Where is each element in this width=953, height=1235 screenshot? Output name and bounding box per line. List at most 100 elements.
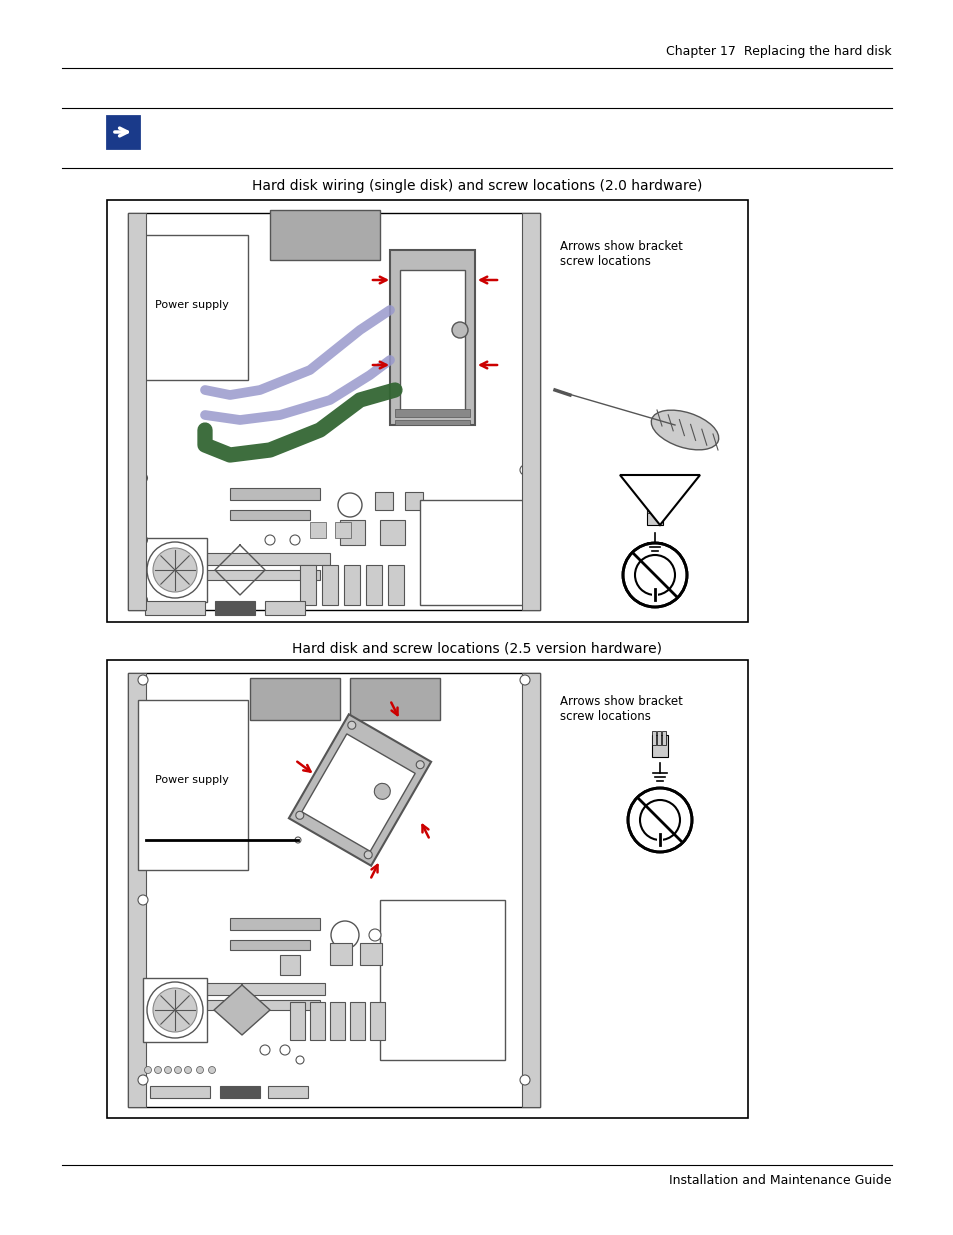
Bar (289, 714, 431, 866)
Bar (214, 601, 254, 615)
Circle shape (209, 1067, 215, 1073)
Bar (138, 700, 248, 869)
Circle shape (260, 1045, 270, 1055)
Circle shape (369, 929, 380, 941)
Bar (651, 585, 658, 600)
Text: Hard disk wiring (single disk) and screw locations (2.0 hardware): Hard disk wiring (single disk) and screw… (252, 179, 701, 193)
Circle shape (138, 895, 148, 905)
Circle shape (519, 590, 530, 600)
Bar (405, 492, 422, 510)
Bar (107, 200, 747, 622)
Polygon shape (619, 475, 700, 525)
Bar (350, 678, 439, 720)
Bar (657, 831, 662, 845)
Bar (330, 944, 352, 965)
Bar (270, 210, 379, 261)
Bar (145, 601, 205, 615)
Circle shape (280, 1045, 290, 1055)
Bar (310, 522, 326, 538)
Circle shape (519, 676, 530, 685)
Bar (265, 601, 305, 615)
Bar (657, 731, 660, 745)
Bar (395, 409, 470, 417)
Polygon shape (615, 705, 695, 755)
Circle shape (138, 595, 148, 604)
Bar (330, 1002, 345, 1040)
Bar (299, 564, 315, 605)
Circle shape (138, 536, 148, 545)
Circle shape (627, 788, 691, 852)
Circle shape (147, 982, 203, 1037)
Bar (322, 564, 337, 605)
Text: Chapter 17  Replacing the hard disk: Chapter 17 Replacing the hard disk (666, 46, 891, 58)
Bar (200, 553, 330, 564)
Circle shape (452, 322, 468, 338)
Circle shape (164, 1067, 172, 1073)
Circle shape (174, 1067, 181, 1073)
Circle shape (295, 1056, 304, 1065)
Bar (375, 492, 393, 510)
Bar (651, 735, 667, 757)
Circle shape (138, 473, 148, 483)
Bar (230, 510, 310, 520)
Circle shape (144, 1067, 152, 1073)
Circle shape (132, 590, 142, 600)
Text: Arrows show bracket
screw locations: Arrows show bracket screw locations (559, 240, 682, 268)
Circle shape (196, 1067, 203, 1073)
Bar (310, 1002, 325, 1040)
Text: Power supply: Power supply (154, 300, 229, 310)
Bar (194, 983, 325, 995)
Bar (657, 499, 660, 513)
Circle shape (374, 783, 390, 799)
Circle shape (364, 851, 372, 858)
Circle shape (635, 555, 675, 595)
Bar (107, 116, 139, 148)
Bar (651, 499, 656, 513)
Circle shape (138, 676, 148, 685)
Bar (230, 918, 319, 930)
Bar (194, 1000, 319, 1010)
Bar (350, 1002, 365, 1040)
Bar (200, 571, 319, 580)
Bar (230, 488, 319, 500)
Bar (128, 673, 146, 1107)
Circle shape (184, 1067, 192, 1073)
Bar (646, 503, 662, 525)
Bar (128, 212, 539, 610)
Bar (128, 673, 539, 1107)
Circle shape (295, 811, 303, 819)
Bar (521, 212, 539, 610)
Bar (150, 1086, 210, 1098)
Circle shape (337, 493, 361, 517)
Bar (359, 944, 381, 965)
Bar (230, 940, 310, 950)
Circle shape (639, 800, 679, 840)
Bar (646, 499, 650, 513)
Circle shape (138, 1074, 148, 1086)
Bar (388, 564, 403, 605)
Bar (399, 270, 464, 410)
Bar (651, 731, 656, 745)
Bar (268, 1086, 308, 1098)
Bar (143, 538, 207, 601)
Bar (290, 1002, 305, 1040)
Circle shape (331, 921, 358, 948)
Polygon shape (213, 986, 270, 1035)
Bar (128, 212, 146, 610)
Circle shape (519, 466, 530, 475)
Circle shape (132, 466, 142, 475)
Bar (395, 420, 470, 425)
Circle shape (154, 1067, 161, 1073)
Circle shape (294, 837, 301, 844)
Text: Hard disk and screw locations (2.5 version hardware): Hard disk and screw locations (2.5 versi… (292, 641, 661, 655)
Circle shape (416, 761, 424, 768)
Bar (379, 900, 504, 1060)
Bar (366, 564, 381, 605)
Bar (143, 978, 207, 1042)
Bar (107, 659, 747, 1118)
Circle shape (348, 721, 355, 729)
Circle shape (152, 988, 196, 1032)
Bar (390, 249, 475, 425)
Bar (339, 520, 365, 545)
Bar (661, 731, 665, 745)
